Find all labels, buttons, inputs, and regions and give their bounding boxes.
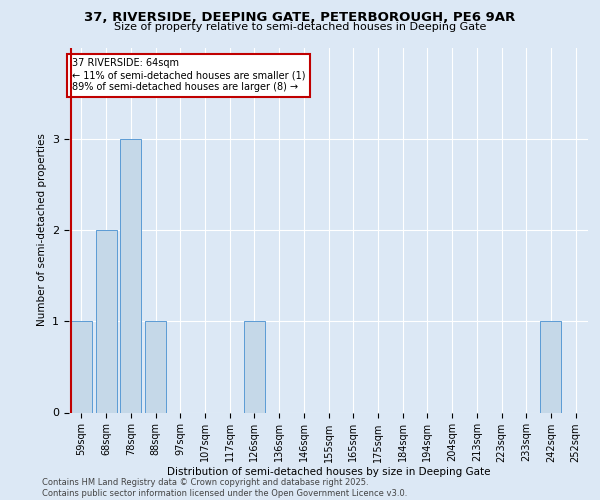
Text: 37, RIVERSIDE, DEEPING GATE, PETERBOROUGH, PE6 9AR: 37, RIVERSIDE, DEEPING GATE, PETERBOROUG…: [85, 11, 515, 24]
Y-axis label: Number of semi-detached properties: Number of semi-detached properties: [37, 134, 47, 326]
Text: Size of property relative to semi-detached houses in Deeping Gate: Size of property relative to semi-detach…: [114, 22, 486, 32]
X-axis label: Distribution of semi-detached houses by size in Deeping Gate: Distribution of semi-detached houses by …: [167, 468, 490, 477]
Bar: [120, 138, 141, 412]
Text: 37 RIVERSIDE: 64sqm
← 11% of semi-detached houses are smaller (1)
89% of semi-de: 37 RIVERSIDE: 64sqm ← 11% of semi-detach…: [71, 58, 305, 92]
Bar: [71, 322, 92, 412]
Bar: [541, 322, 562, 412]
Bar: [95, 230, 116, 412]
Bar: [244, 322, 265, 412]
Bar: [145, 322, 166, 412]
Text: Contains HM Land Registry data © Crown copyright and database right 2025.
Contai: Contains HM Land Registry data © Crown c…: [42, 478, 407, 498]
